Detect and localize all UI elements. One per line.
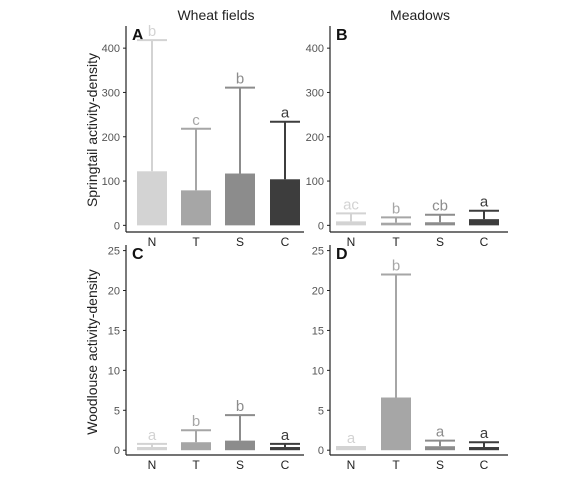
panel-a-bar-N [137, 171, 167, 226]
panel-b-bar-N [336, 221, 366, 226]
panel-a-letter: A [132, 27, 144, 44]
panel-a-y-tick-label: 0 [114, 220, 120, 232]
panel-a-bar-S [225, 173, 255, 226]
panel-c-bar-N [137, 447, 167, 451]
panel-d-y-tick-label: 5 [318, 405, 324, 417]
panel-a-sig-letter-N: b [148, 23, 156, 40]
panel-a-category-T: T [192, 235, 200, 249]
panel-d-y-tick-label: 15 [312, 325, 324, 337]
panel-b-category-S: S [436, 235, 444, 249]
panel-c-y-tick-label: 10 [108, 365, 120, 377]
panel-b-sig-letter-N: ac [343, 196, 359, 213]
y-axis-label-springtail: Springtail activity-density [84, 53, 100, 207]
panel-d-sig-letter-T: b [392, 258, 400, 275]
panel-d-category-N: N [347, 458, 356, 472]
panel-c-bar-S [225, 440, 255, 451]
panel-b: 0 100 200 300 400 Bac Nb Tcb Sa C [306, 26, 508, 249]
panel-b-bar-C [469, 219, 499, 226]
panel-d-category-T: T [392, 458, 400, 472]
panel-c-y-tick-label: 25 [108, 246, 120, 258]
panel-c-sig-letter-C: a [281, 427, 290, 444]
panel-a-y-tick-label: 400 [102, 43, 120, 55]
panel-c-bar-T [181, 442, 211, 451]
panel-d-sig-letter-N: a [347, 430, 356, 447]
panel-b-y-tick-label: 200 [306, 132, 324, 144]
panel-c-category-N: N [148, 458, 157, 472]
panel-a-y-tick-label: 300 [102, 87, 120, 99]
panel-d-sig-letter-S: a [436, 424, 445, 441]
panel-c-bar-C [270, 447, 300, 451]
panel-c-sig-letter-N: a [148, 427, 157, 444]
panel-d-category-C: C [480, 458, 489, 472]
panel-d-category-S: S [436, 458, 444, 472]
panel-d-bar-T [381, 397, 411, 451]
panel-d-y-tick-label: 25 [312, 246, 324, 258]
panel-d-sig-letter-C: a [480, 425, 489, 442]
panel-b-sig-letter-C: a [480, 194, 489, 211]
panel-a-sig-letter-C: a [281, 105, 290, 122]
panel-c-letter: C [132, 246, 144, 263]
panel-b-category-N: N [347, 235, 356, 249]
panel-d-y-tick-label: 10 [312, 365, 324, 377]
panel-c-y-tick-label: 0 [114, 445, 120, 457]
panel-c-category-T: T [192, 458, 200, 472]
y-axis-label-woodlouse: Woodlouse activity-density [84, 269, 100, 434]
panel-a-bar-C [270, 179, 300, 226]
panel-b-sig-letter-T: b [392, 200, 400, 217]
panel-a-bar-T [181, 190, 211, 226]
panel-b-y-tick-label: 100 [306, 176, 324, 188]
panel-a-category-N: N [148, 235, 157, 249]
panel-b-y-tick-label: 300 [306, 87, 324, 99]
panel-a-sig-letter-S: b [236, 71, 244, 88]
panel-c-y-tick-label: 5 [114, 405, 120, 417]
panel-c-y-tick-label: 15 [108, 325, 120, 337]
panel-a-y-tick-label: 100 [102, 176, 120, 188]
panel-b-y-tick-label: 400 [306, 43, 324, 55]
panel-b-letter: B [336, 27, 348, 44]
panel-d-bar-N [336, 447, 366, 451]
panel-c-y-tick-label: 20 [108, 286, 120, 298]
panel-b-bar-S [425, 222, 455, 226]
panel-a-category-S: S [236, 235, 244, 249]
panel-d-y-tick-label: 0 [318, 445, 324, 457]
panel-d-bar-S [425, 446, 455, 451]
panel-a-sig-letter-T: c [192, 112, 200, 129]
panel-c-category-C: C [281, 458, 290, 472]
panel-a: 0 100 200 300 400 A b Nc Tb Sa C [102, 23, 304, 249]
panel-d-y-tick-label: 20 [312, 286, 324, 298]
panel-b-category-T: T [392, 235, 400, 249]
panel-a-category-C: C [281, 235, 290, 249]
panel-c-category-S: S [236, 458, 244, 472]
panel-c-sig-letter-S: b [236, 398, 244, 415]
column-title-wheat: Wheat fields [177, 7, 254, 23]
panel-a-y-tick-label: 200 [102, 132, 120, 144]
panel-b-y-tick-label: 0 [318, 220, 324, 232]
panel-c-sig-letter-T: b [192, 413, 200, 430]
column-title-meadows: Meadows [390, 7, 450, 23]
panel-d-letter: D [336, 246, 348, 263]
panel-d-bar-C [469, 447, 499, 451]
panel-b-category-C: C [480, 235, 489, 249]
panel-b-sig-letter-S: cb [432, 198, 448, 215]
panel-b-bar-T [381, 222, 411, 226]
